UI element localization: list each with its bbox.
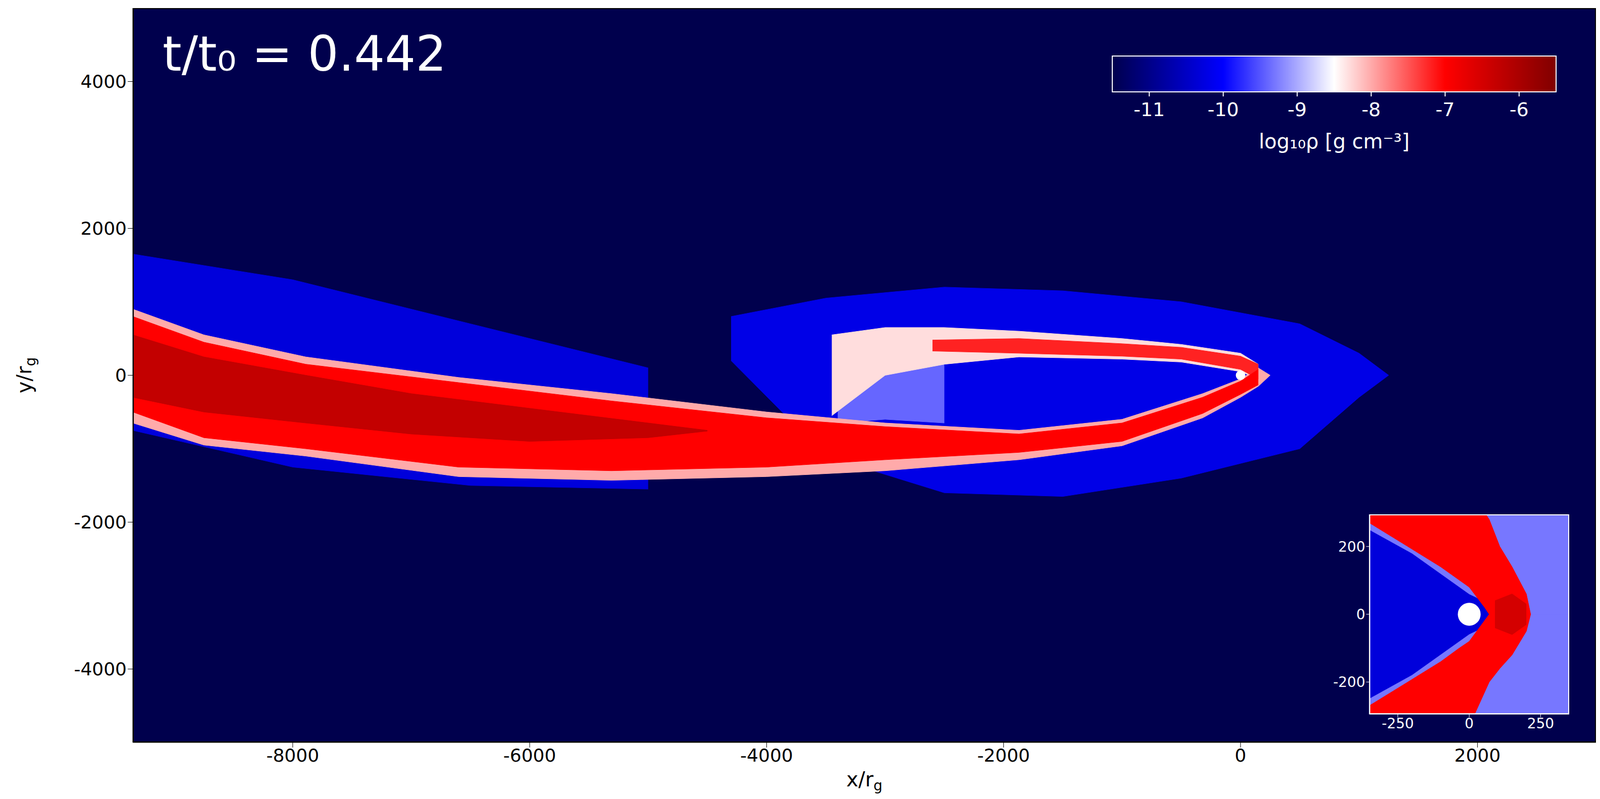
- svg-text:-11: -11: [1133, 98, 1165, 121]
- svg-text:2000: 2000: [80, 218, 127, 239]
- svg-text:-200: -200: [1332, 674, 1366, 691]
- svg-text:-7: -7: [1435, 98, 1455, 121]
- svg-text:-10: -10: [1207, 98, 1240, 121]
- svg-text:200: 200: [1338, 538, 1366, 556]
- svg-text:2000: 2000: [1454, 745, 1502, 766]
- svg-text:x/rg: x/rg: [846, 767, 883, 795]
- svg-text:-8: -8: [1361, 98, 1381, 121]
- svg-text:-6: -6: [1509, 98, 1529, 121]
- svg-text:t/t₀ = 0.442: t/t₀ = 0.442: [162, 25, 447, 83]
- svg-text:-8000: -8000: [266, 745, 320, 766]
- svg-text:-4000: -4000: [73, 658, 127, 680]
- svg-text:-6000: -6000: [503, 745, 557, 766]
- svg-text:0: 0: [1464, 715, 1474, 733]
- svg-text:250: 250: [1527, 715, 1555, 733]
- svg-text:log₁₀ρ [g cm⁻³]: log₁₀ρ [g cm⁻³]: [1258, 129, 1410, 153]
- svg-text:-4000: -4000: [740, 745, 794, 766]
- svg-text:-2000: -2000: [976, 745, 1030, 766]
- svg-text:-9: -9: [1287, 98, 1307, 121]
- svg-text:0: 0: [115, 365, 127, 386]
- svg-text:-250: -250: [1381, 715, 1415, 733]
- svg-text:y/rg: y/rg: [12, 357, 39, 394]
- svg-text:4000: 4000: [80, 71, 127, 92]
- svg-text:0: 0: [1356, 606, 1366, 624]
- svg-text:-2000: -2000: [73, 511, 127, 533]
- svg-text:0: 0: [1234, 745, 1247, 766]
